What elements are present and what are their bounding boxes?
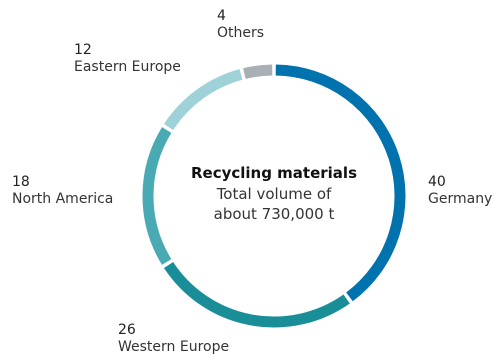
slice-name-eastern-europe: Eastern Europe: [74, 58, 181, 75]
donut-slice-others: [243, 64, 273, 79]
slice-label-germany: 40 Germany: [428, 174, 492, 208]
center-subtitle-line2: about 730,000 t: [213, 204, 335, 223]
slice-label-north-america: 18 North America: [12, 174, 113, 208]
slice-value-eastern-europe: 12: [74, 42, 92, 58]
slice-value-germany: 40: [428, 174, 446, 190]
slice-name-others: Others: [217, 24, 265, 41]
slice-name-germany: Germany: [428, 190, 493, 207]
slice-label-others: 4 Others: [217, 8, 264, 42]
slice-value-north-america: 18: [12, 174, 30, 190]
slice-name-western-europe: Western Europe: [118, 338, 230, 355]
donut-center-text: Recycling materials Total volume of abou…: [174, 164, 374, 224]
donut-slice-western-europe: [163, 261, 350, 328]
center-subtitle-line1: Total volume of: [216, 184, 332, 203]
slice-value-others: 4: [217, 8, 226, 24]
slice-label-western-europe: 26 Western Europe: [118, 322, 229, 356]
slice-label-eastern-europe: 12 Eastern Europe: [74, 42, 181, 76]
donut-slice-eastern-europe: [163, 69, 243, 131]
donut-slice-north-america: [142, 127, 172, 265]
slice-value-western-europe: 26: [118, 322, 136, 338]
donut-slice-germany: [275, 64, 406, 302]
center-title: Recycling materials: [190, 164, 358, 182]
slice-name-north-america: North America: [12, 190, 114, 207]
